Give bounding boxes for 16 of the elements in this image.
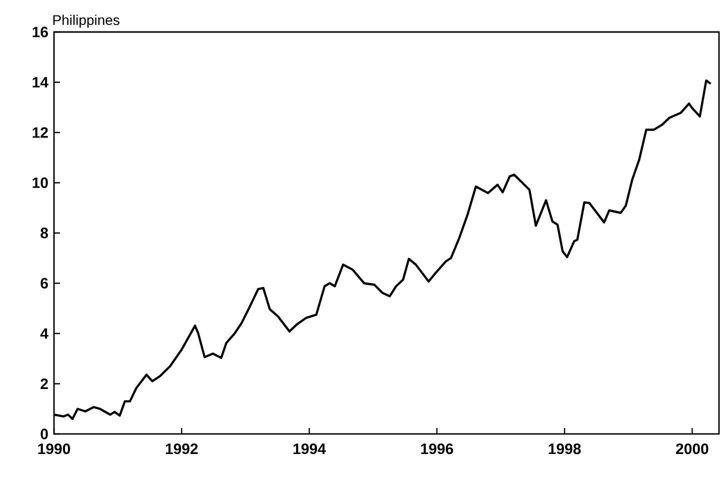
y-tick-label: 14 bbox=[32, 77, 48, 88]
y-tick-label: 16 bbox=[32, 26, 48, 38]
x-tick-label: 1992 bbox=[166, 444, 198, 454]
x-tick-label: 1998 bbox=[548, 444, 581, 454]
y-tick-label: 10 bbox=[32, 177, 48, 188]
x-tick-label: 1994 bbox=[294, 444, 326, 454]
y-tick-label: 0 bbox=[40, 428, 48, 440]
x-tick-label: 1990 bbox=[38, 444, 70, 454]
chart-title: Philippines bbox=[53, 14, 120, 28]
x-tick-label: 1996 bbox=[421, 444, 454, 454]
y-tick-label: 8 bbox=[40, 228, 48, 238]
y-tick-label: 4 bbox=[40, 328, 48, 339]
y-tick-label: 2 bbox=[40, 378, 48, 389]
y-tick-label: 12 bbox=[32, 127, 48, 138]
y-tick-label: 6 bbox=[40, 278, 48, 289]
x-tick-label: 2000 bbox=[676, 444, 708, 454]
